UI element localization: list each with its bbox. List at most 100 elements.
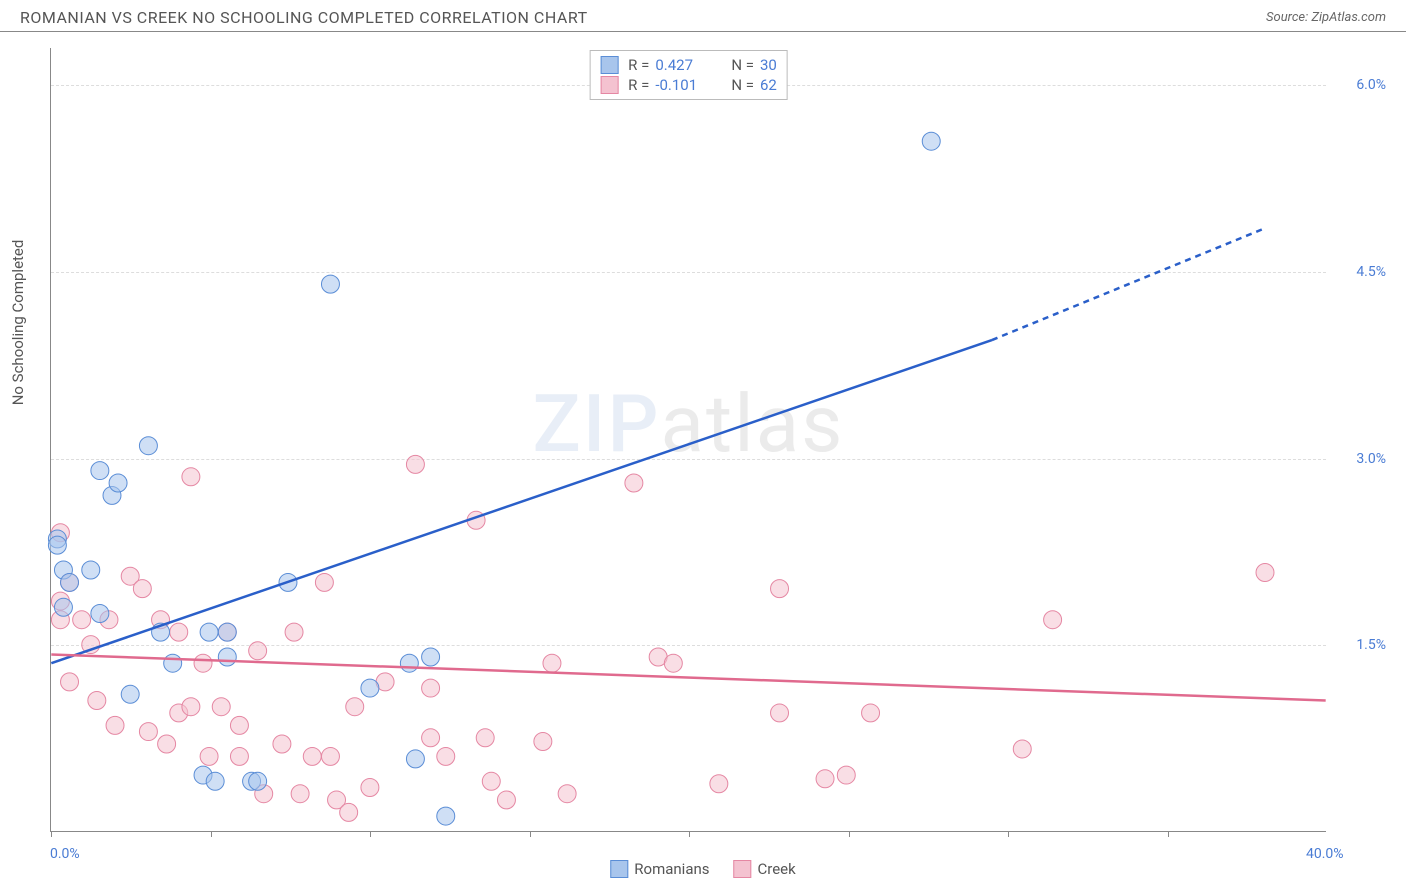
creek-point [291, 785, 309, 803]
creek-point [170, 623, 188, 641]
x-tick [689, 831, 690, 837]
y-tick-label: 3.0% [1356, 451, 1386, 467]
r-value-creek: -0.101 [655, 76, 711, 94]
romanians-point [61, 573, 79, 591]
creek-point [321, 747, 339, 765]
creek-point [230, 716, 248, 734]
legend-item-creek: Creek [734, 860, 796, 878]
creek-point [249, 642, 267, 660]
creek-point [340, 803, 358, 821]
romanians-point [422, 648, 440, 666]
romanians-point [82, 561, 100, 579]
creek-point [422, 679, 440, 697]
creek-point [1256, 563, 1274, 581]
romanians-point [437, 807, 455, 825]
creek-point [361, 779, 379, 797]
x-tick [849, 831, 850, 837]
swatch-blue-icon [610, 860, 628, 878]
creek-point [710, 775, 728, 793]
romanians-point [200, 623, 218, 641]
x-tick [530, 831, 531, 837]
romanians-point [400, 654, 418, 672]
romanians-point [164, 654, 182, 672]
y-tick-label: 4.5% [1356, 264, 1386, 280]
scatter-svg [51, 48, 1326, 831]
x-axis-min-label: 0.0% [50, 846, 80, 862]
romanians-point [48, 536, 66, 554]
trend-line [51, 655, 1325, 701]
r-label: R = [628, 76, 649, 94]
creek-point [837, 766, 855, 784]
creek-point [346, 698, 364, 716]
chart-title: ROMANIAN VS CREEK NO SCHOOLING COMPLETED… [20, 8, 588, 27]
swatch-pink-icon [600, 76, 618, 94]
creek-point [771, 704, 789, 722]
creek-point [406, 455, 424, 473]
x-tick [370, 831, 371, 837]
correlation-legend: R = 0.427 N = 30 R = -0.101 N = 62 [589, 50, 788, 100]
creek-point [230, 747, 248, 765]
romanians-point [218, 648, 236, 666]
swatch-pink-icon [734, 860, 752, 878]
trend-line [992, 228, 1265, 340]
creek-point [1013, 740, 1031, 758]
trend-line [51, 340, 992, 663]
creek-point [285, 623, 303, 641]
romanians-point [922, 132, 940, 150]
creek-point [437, 747, 455, 765]
creek-point [158, 735, 176, 753]
n-value-romanians: 30 [760, 56, 777, 74]
source-name: ZipAtlas.com [1311, 10, 1386, 25]
romanians-point [361, 679, 379, 697]
y-axis-label: No Schooling Completed [9, 240, 27, 406]
creek-point [182, 468, 200, 486]
romanians-point [206, 772, 224, 790]
creek-point [106, 716, 124, 734]
x-tick [1168, 831, 1169, 837]
creek-point [862, 704, 880, 722]
creek-point [476, 729, 494, 747]
x-tick [51, 831, 52, 837]
creek-point [133, 580, 151, 598]
legend-item-romanians: Romanians [610, 860, 709, 878]
creek-point [315, 573, 333, 591]
creek-point [558, 785, 576, 803]
creek-point [303, 747, 321, 765]
creek-point [664, 654, 682, 672]
source-attribution: Source: ZipAtlas.com [1266, 10, 1386, 25]
romanians-point [218, 623, 236, 641]
x-tick [1008, 831, 1009, 837]
y-tick-label: 6.0% [1356, 77, 1386, 93]
x-axis-max-label: 40.0% [1306, 846, 1344, 862]
creek-point [139, 723, 157, 741]
swatch-blue-icon [600, 56, 618, 74]
creek-point [1044, 611, 1062, 629]
n-value-creek: 62 [760, 76, 777, 94]
creek-point [212, 698, 230, 716]
legend-row-romanians: R = 0.427 N = 30 [600, 55, 777, 75]
romanians-point [91, 605, 109, 623]
legend-row-creek: R = -0.101 N = 62 [600, 75, 777, 95]
creek-point [194, 654, 212, 672]
chart-header: ROMANIAN VS CREEK NO SCHOOLING COMPLETED… [0, 0, 1406, 32]
legend-label-romanians: Romanians [634, 860, 709, 878]
romanians-point [54, 598, 72, 616]
creek-point [625, 474, 643, 492]
creek-point [273, 735, 291, 753]
r-value-romanians: 0.427 [655, 56, 711, 74]
source-prefix: Source: [1266, 10, 1311, 25]
romanians-point [121, 685, 139, 703]
romanians-point [139, 437, 157, 455]
creek-point [497, 791, 515, 809]
creek-point [816, 770, 834, 788]
creek-point [543, 654, 561, 672]
n-label: N = [731, 56, 754, 74]
y-tick-label: 1.5% [1356, 637, 1386, 653]
legend-label-creek: Creek [758, 860, 796, 878]
romanians-point [321, 275, 339, 293]
n-label: N = [731, 76, 754, 94]
creek-point [61, 673, 79, 691]
plot-area: ZIPatlas 1.5%3.0%4.5%6.0% R = 0.427 N = … [50, 48, 1326, 832]
x-tick [211, 831, 212, 837]
creek-point [422, 729, 440, 747]
